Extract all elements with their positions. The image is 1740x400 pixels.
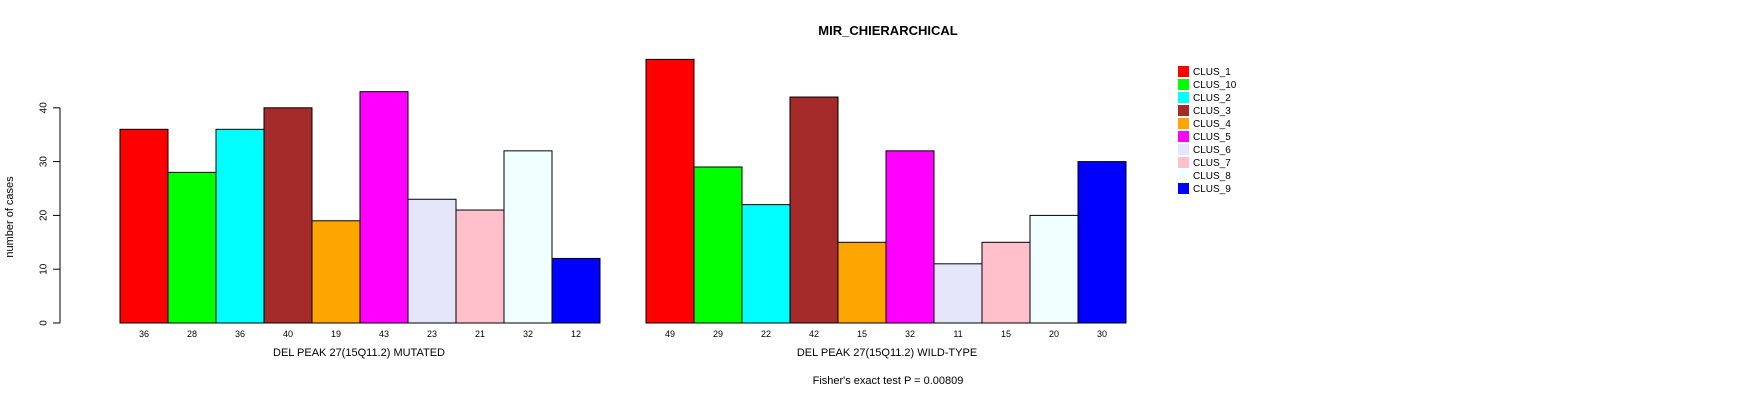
bar-value-label: 36 bbox=[235, 329, 245, 339]
bar-clus-9 bbox=[551, 257, 601, 324]
bar-value-label: 28 bbox=[187, 329, 197, 339]
y-tick-label: 40 bbox=[39, 102, 50, 114]
bar-value-label: 49 bbox=[665, 329, 675, 339]
bar-clus-3 bbox=[789, 96, 839, 324]
legend-swatch bbox=[1178, 144, 1189, 155]
bar-clus-7 bbox=[455, 209, 505, 324]
bar-clus-3 bbox=[263, 107, 313, 324]
bar-value-label: 15 bbox=[1001, 329, 1011, 339]
legend-label: CLUS_5 bbox=[1193, 132, 1231, 143]
bar-value-label: 12 bbox=[571, 329, 581, 339]
bar-clus-4 bbox=[311, 220, 361, 324]
legend-label: CLUS_10 bbox=[1193, 80, 1237, 91]
legend-label: CLUS_2 bbox=[1193, 93, 1231, 104]
legend-swatch bbox=[1178, 118, 1189, 129]
legend-label: CLUS_6 bbox=[1193, 145, 1231, 156]
legend-swatch bbox=[1178, 66, 1189, 77]
fisher-test-footnote: Fisher's exact test P = 0.00809 bbox=[813, 375, 964, 387]
bar-value-label: 15 bbox=[857, 329, 867, 339]
bar-value-label: 32 bbox=[905, 329, 915, 339]
chart-title: MIR_CHIERARCHICAL bbox=[818, 23, 957, 38]
bar-value-label: 40 bbox=[283, 329, 293, 339]
bar-value-label: 30 bbox=[1097, 329, 1107, 339]
panel-mutated: 36 28 36 40 19 43 23 21 32 12 bbox=[119, 91, 601, 339]
bar-clus-10 bbox=[693, 166, 743, 324]
bar-value-label: 22 bbox=[761, 329, 771, 339]
y-tick-label: 20 bbox=[39, 209, 50, 221]
legend-swatch bbox=[1178, 92, 1189, 103]
legend-label: CLUS_3 bbox=[1193, 106, 1231, 117]
bar-clus-8 bbox=[1029, 214, 1079, 324]
bar-clus-2 bbox=[741, 204, 791, 324]
legend-swatch bbox=[1178, 157, 1189, 168]
y-axis: 0 10 20 30 40 bbox=[39, 102, 61, 326]
legend-label: CLUS_4 bbox=[1193, 119, 1231, 130]
y-tick-label: 0 bbox=[39, 320, 50, 326]
bar-clus-6 bbox=[933, 263, 983, 324]
bar-value-label: 11 bbox=[953, 329, 962, 339]
bar-value-label: 42 bbox=[809, 329, 819, 339]
x-axis-label-mutated: DEL PEAK 27(15Q11.2) MUTATED bbox=[273, 347, 445, 359]
bar-clus-6 bbox=[407, 198, 457, 324]
bar-value-label: 23 bbox=[427, 329, 437, 339]
legend-label: CLUS_9 bbox=[1193, 184, 1231, 195]
bar-value-label: 43 bbox=[379, 329, 389, 339]
bar-value-label: 29 bbox=[713, 329, 723, 339]
legend-swatch bbox=[1178, 105, 1189, 116]
bar-clus-10 bbox=[167, 171, 217, 324]
legend-swatch bbox=[1178, 183, 1189, 194]
bar-value-label: 19 bbox=[331, 329, 341, 339]
y-axis-label: number of cases bbox=[4, 176, 16, 258]
x-axis-label-wild-type: DEL PEAK 27(15Q11.2) WILD-TYPE bbox=[797, 347, 977, 359]
bar-clus-7 bbox=[981, 241, 1031, 324]
legend-label: CLUS_1 bbox=[1193, 67, 1231, 78]
bar-clus-8 bbox=[503, 150, 553, 324]
legend-swatch bbox=[1178, 79, 1189, 90]
bar-clus-5 bbox=[885, 150, 935, 324]
y-tick-label: 10 bbox=[39, 263, 50, 275]
bar-clus-1 bbox=[645, 58, 695, 324]
bar-clus-1 bbox=[119, 128, 169, 324]
bar-clus-4 bbox=[837, 241, 887, 324]
legend-label: CLUS_7 bbox=[1193, 158, 1231, 169]
bar-clus-9 bbox=[1077, 161, 1127, 324]
bar-clus-2 bbox=[215, 128, 265, 324]
y-tick-label: 30 bbox=[39, 156, 50, 168]
bar-value-label: 32 bbox=[523, 329, 533, 339]
legend-label: CLUS_8 bbox=[1193, 171, 1231, 182]
legend: CLUS_1 CLUS_10 CLUS_2 CLUS_3 CLUS_4 CLUS_5 CLU… bbox=[1178, 66, 1237, 195]
bar-value-label: 21 bbox=[475, 329, 485, 339]
legend-swatch bbox=[1178, 170, 1189, 181]
bar-value-label: 36 bbox=[139, 329, 149, 339]
bar-value-label: 20 bbox=[1049, 329, 1059, 339]
panel-wild-type: 49 29 22 42 15 32 11 15 20 30 bbox=[645, 58, 1127, 339]
bar-clus-5 bbox=[359, 91, 409, 324]
legend-swatch bbox=[1178, 131, 1189, 142]
